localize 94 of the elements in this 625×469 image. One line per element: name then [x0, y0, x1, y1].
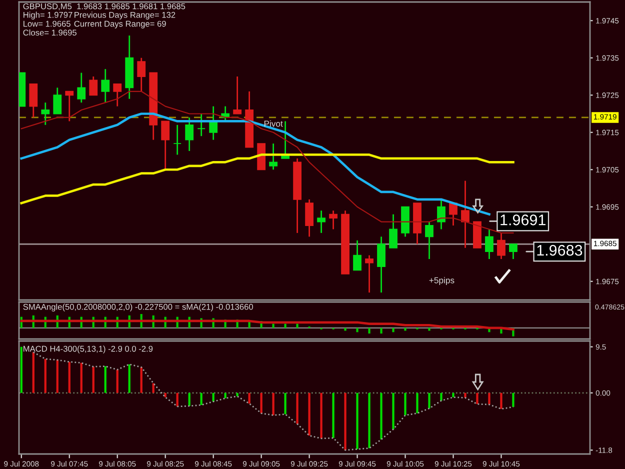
bar — [380, 392, 382, 440]
bar — [284, 392, 286, 414]
bar — [440, 392, 442, 401]
candlestick — [425, 221, 434, 260]
candlestick — [113, 83, 122, 107]
bar — [140, 367, 142, 393]
annotation: 1.9683 — [537, 244, 582, 256]
annotation: Current Days Range= 69 — [74, 20, 166, 28]
candlestick — [365, 254, 374, 294]
candlestick — [497, 232, 506, 260]
candlestick — [197, 113, 206, 137]
annotation: Previous Days Range= 132 — [74, 12, 176, 20]
candlestick — [53, 86, 62, 114]
bar — [224, 392, 226, 398]
bar — [320, 392, 322, 438]
bar — [488, 392, 490, 405]
candlestick — [449, 202, 458, 226]
bar — [392, 328, 394, 332]
candlestick — [101, 68, 110, 104]
bar — [308, 392, 310, 436]
bar — [368, 328, 370, 334]
candlestick — [485, 228, 494, 260]
line-series — [20, 154, 514, 204]
bar — [356, 392, 358, 450]
bar — [164, 392, 166, 398]
line-series — [20, 112, 490, 216]
bar — [296, 392, 298, 424]
bar — [56, 360, 58, 393]
bar — [200, 392, 202, 406]
chart-title: GBPUSD,M5 1.9683 1.9685 1.9681 1.9685 — [23, 3, 186, 10]
bar — [272, 392, 274, 416]
annotation: Pivot — [264, 120, 283, 127]
bar — [44, 358, 46, 393]
annotation: +5pips — [429, 277, 454, 286]
bar — [104, 366, 106, 393]
bar — [68, 362, 70, 393]
bar — [20, 346, 22, 393]
annotation: Close= 1.9695 — [23, 29, 76, 36]
candlestick — [161, 120, 170, 170]
bar — [32, 352, 34, 393]
bar — [512, 392, 514, 407]
bar — [92, 366, 94, 393]
candlestick — [137, 57, 146, 92]
chart-title: SMAAngle(50,0.2008000,2,0) -0.227500 = sMA(21) -0.013660 — [23, 304, 253, 312]
bar — [428, 392, 430, 408]
bar — [404, 392, 406, 416]
bar — [260, 392, 262, 414]
candlestick — [305, 198, 314, 238]
bar — [344, 392, 346, 450]
bar — [464, 392, 466, 398]
candlestick — [317, 210, 326, 234]
bar — [380, 328, 382, 334]
bar — [188, 392, 190, 406]
candlestick — [389, 214, 398, 249]
candlestick — [173, 124, 182, 156]
candlestick — [269, 142, 278, 170]
bar — [368, 392, 370, 448]
bar — [416, 392, 418, 414]
bar — [332, 392, 334, 438]
bar — [116, 370, 118, 393]
bar — [248, 392, 250, 404]
candlestick — [509, 243, 518, 260]
candlestick — [77, 72, 86, 104]
bar — [404, 328, 406, 331]
candlestick — [41, 102, 50, 126]
bar — [236, 392, 238, 396]
bar — [500, 392, 502, 409]
candlestick — [185, 116, 194, 152]
bar — [128, 364, 130, 393]
candlestick — [329, 210, 338, 230]
bar — [152, 383, 154, 393]
bar — [80, 362, 82, 393]
bar — [344, 328, 346, 331]
annotation: High= 1.9797 — [24, 12, 72, 20]
candlestick — [65, 90, 74, 122]
bar — [356, 328, 358, 332]
candlestick — [353, 240, 362, 271]
bar — [428, 328, 430, 331]
bar — [452, 392, 454, 398]
bar — [296, 324, 298, 328]
bar — [284, 324, 286, 328]
bar — [272, 324, 274, 328]
candlestick — [29, 83, 38, 118]
bar — [476, 392, 478, 404]
candlestick — [377, 236, 386, 294]
bar — [176, 392, 178, 406]
candlestick — [461, 180, 470, 249]
candlestick — [89, 76, 98, 96]
text: MACD H4-300(5,13,1) -2.9 0.0 -2.9 — [24, 346, 153, 354]
bar — [392, 392, 394, 430]
candlestick — [233, 76, 242, 114]
annotation: 1.9691 — [500, 214, 546, 226]
candlestick — [437, 198, 446, 230]
annotation: Low= 1.9665 — [24, 20, 70, 27]
